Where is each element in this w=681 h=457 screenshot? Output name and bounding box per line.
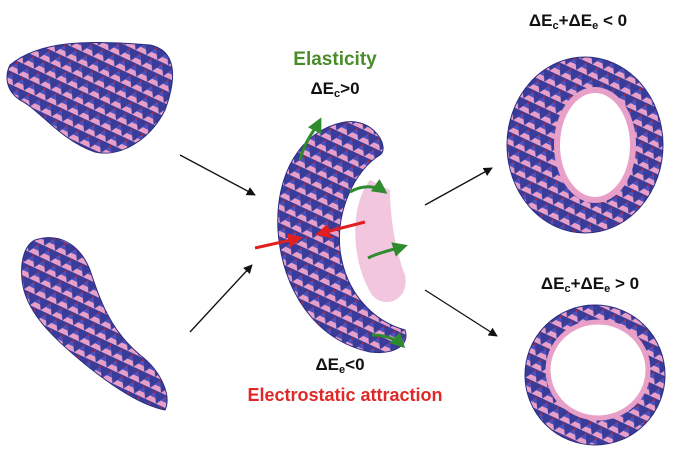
delta: ΔE xyxy=(315,355,339,374)
subscript: c xyxy=(564,283,570,295)
sheet xyxy=(6,41,174,154)
subscript: c xyxy=(334,88,340,100)
electrostatic-label: Electrostatic attraction xyxy=(247,385,442,405)
subscript: e xyxy=(339,364,345,376)
arrow xyxy=(424,167,493,206)
delta: ΔE xyxy=(529,11,553,30)
tube-opening xyxy=(554,87,636,203)
electrostatic-energy: ΔEe<0 xyxy=(315,355,364,375)
closed-tube-condition: ΔEc+ΔEe < 0 xyxy=(529,11,627,31)
arrow xyxy=(424,289,498,337)
arrow xyxy=(179,154,256,196)
condition: <0 xyxy=(345,355,364,374)
subscript: e xyxy=(604,283,610,295)
elastic-arrow xyxy=(367,242,408,260)
condition: > 0 xyxy=(610,274,639,293)
delta: +ΔE xyxy=(571,274,605,293)
elastic-arrow xyxy=(349,178,388,194)
open-ring-condition: ΔEc+ΔEe > 0 xyxy=(541,274,639,294)
electrostatic-arrow xyxy=(254,233,303,250)
sheet xyxy=(21,237,168,411)
crescent xyxy=(277,121,407,354)
subscript: c xyxy=(552,20,558,32)
arrow xyxy=(189,264,253,333)
ring-opening xyxy=(545,319,651,421)
subscript: e xyxy=(592,20,598,32)
elastic-energy: ΔEc>0 xyxy=(310,79,359,99)
crescent-inner xyxy=(355,180,406,303)
elastic-arrow xyxy=(298,117,322,161)
delta: ΔE xyxy=(541,274,565,293)
condition: >0 xyxy=(340,79,359,98)
elastic-arrow xyxy=(371,332,406,349)
condition: < 0 xyxy=(598,11,627,30)
delta: ΔE xyxy=(310,79,334,98)
delta: +ΔE xyxy=(559,11,593,30)
elasticity-label: Elasticity xyxy=(293,49,377,70)
electrostatic-arrow xyxy=(315,220,366,239)
